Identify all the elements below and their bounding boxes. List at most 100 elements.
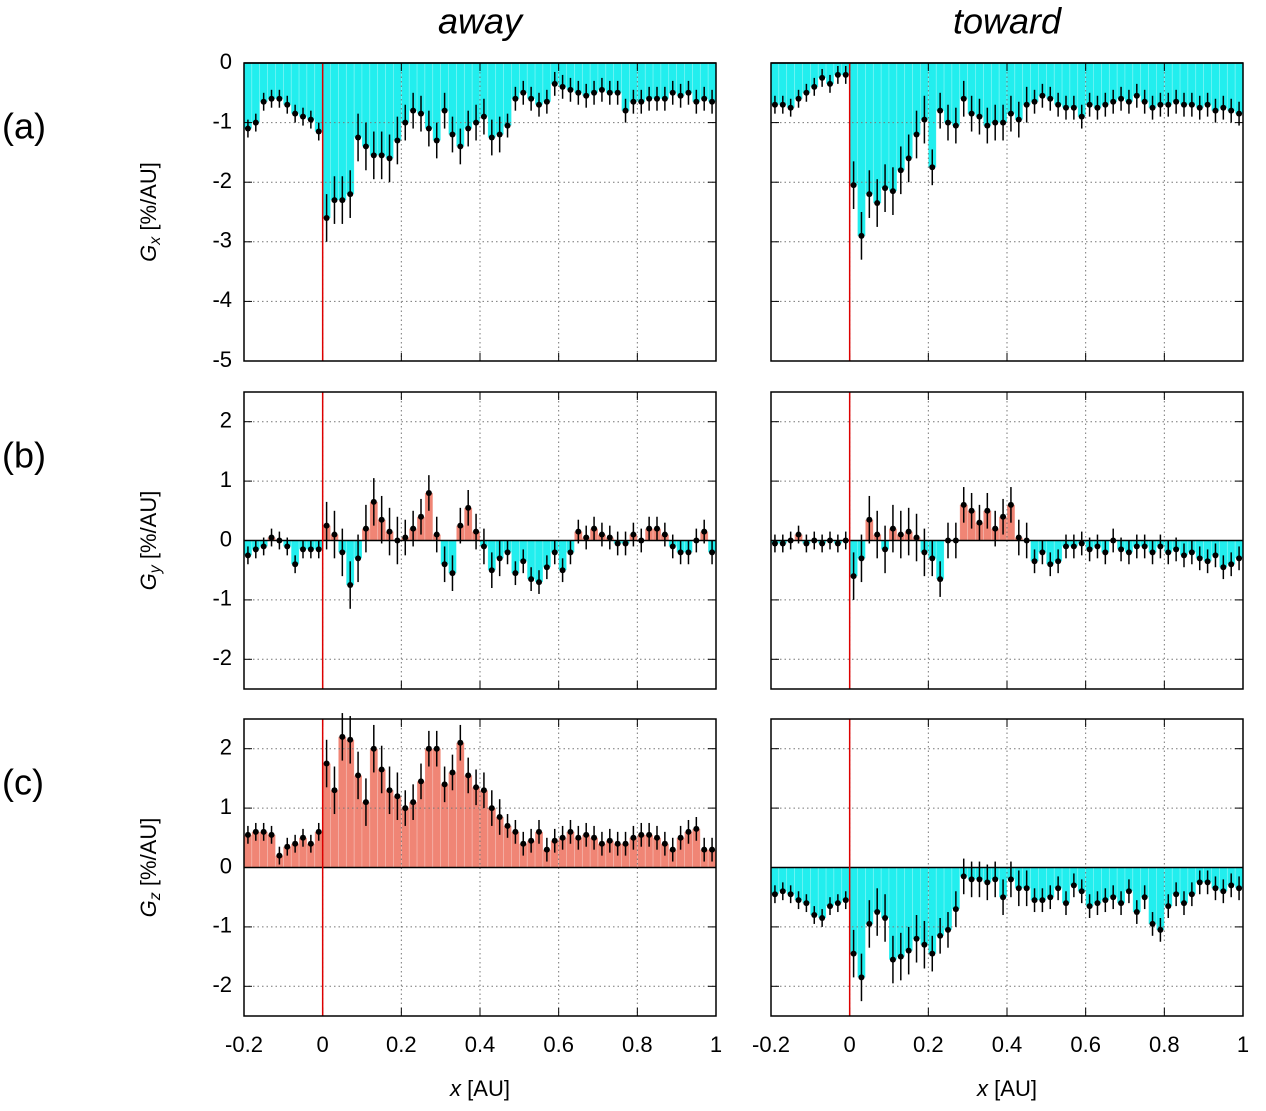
- data-point: [536, 101, 542, 108]
- data-point: [488, 134, 495, 141]
- y-tick-label: -2: [212, 972, 232, 997]
- data-point: [300, 113, 306, 120]
- x-tick-label: 0: [317, 1032, 329, 1057]
- data-point: [1181, 101, 1187, 108]
- data-point: [559, 834, 566, 841]
- data-point: [654, 525, 660, 532]
- data-point: [528, 837, 535, 844]
- x-tick-label: 0.6: [543, 1032, 574, 1057]
- x-label-symbol: x: [976, 1076, 989, 1101]
- data-point: [803, 540, 810, 547]
- data-point: [433, 531, 440, 538]
- data-point: [960, 873, 967, 880]
- data-point: [496, 555, 503, 562]
- data-point: [1000, 119, 1007, 126]
- data-point: [591, 834, 598, 841]
- data-point: [378, 766, 385, 773]
- data-point: [1047, 95, 1054, 102]
- fill-bar: [251, 62, 261, 123]
- data-point: [441, 781, 448, 788]
- data-point: [496, 814, 503, 821]
- data-point: [866, 191, 873, 198]
- x-label-symbol: x: [449, 1076, 462, 1101]
- data-point: [1094, 900, 1101, 907]
- data-point: [622, 107, 629, 114]
- fill-bar: [857, 62, 866, 237]
- data-point: [945, 926, 951, 933]
- data-point: [449, 131, 456, 138]
- y-tick-label: 0: [220, 526, 232, 551]
- data-point: [575, 834, 582, 841]
- data-point: [1110, 98, 1117, 105]
- data-point: [1007, 501, 1014, 508]
- data-point: [661, 531, 668, 538]
- data-point: [386, 787, 393, 794]
- data-point: [1110, 894, 1117, 901]
- data-point: [677, 549, 684, 556]
- data-point: [370, 498, 377, 505]
- data-point: [276, 852, 283, 859]
- data-point: [449, 570, 456, 577]
- data-point: [418, 513, 424, 520]
- data-point: [685, 549, 692, 556]
- y-tick-label: 0: [220, 49, 232, 74]
- data-point: [646, 525, 653, 532]
- data-point: [528, 576, 535, 583]
- data-point: [418, 778, 424, 785]
- data-point: [1220, 104, 1227, 111]
- data-point: [591, 525, 598, 532]
- data-point: [1228, 561, 1235, 568]
- data-point: [402, 534, 409, 541]
- data-point: [1078, 540, 1085, 547]
- data-point: [937, 107, 944, 114]
- data-point: [512, 828, 519, 835]
- data-point: [355, 772, 362, 779]
- data-point: [882, 914, 889, 921]
- data-point: [937, 932, 944, 939]
- data-point: [795, 531, 802, 538]
- data-point: [252, 546, 259, 553]
- data-point: [1000, 894, 1007, 901]
- data-point: [960, 95, 967, 102]
- y-label-unit: [%/AU]: [136, 491, 161, 566]
- data-point: [394, 537, 401, 544]
- x-axis-label: x [AU]: [976, 1076, 1037, 1101]
- data-point: [669, 543, 676, 550]
- data-point: [1141, 543, 1148, 550]
- data-point: [866, 516, 873, 523]
- data-point: [945, 537, 951, 544]
- data-point: [897, 953, 904, 960]
- x-tick-label: 0.8: [622, 1032, 653, 1057]
- data-point: [1196, 879, 1203, 886]
- data-point: [339, 197, 346, 204]
- data-point: [575, 89, 582, 96]
- data-point: [622, 840, 629, 847]
- data-point: [543, 846, 550, 853]
- data-point: [441, 107, 448, 114]
- data-point: [323, 522, 330, 529]
- data-point: [787, 537, 794, 544]
- data-point: [811, 912, 818, 919]
- data-point: [984, 122, 991, 129]
- data-point: [1212, 552, 1219, 559]
- fill-bar: [314, 62, 323, 132]
- column-title: away: [438, 1, 524, 42]
- data-point: [1125, 549, 1132, 556]
- x-tick-label: 0.6: [1070, 1032, 1101, 1057]
- data-point: [1204, 558, 1211, 565]
- y-tick-label: -2: [212, 168, 232, 193]
- data-point: [850, 950, 857, 957]
- data-point: [394, 137, 401, 144]
- data-point: [1236, 110, 1243, 117]
- data-point: [1196, 555, 1203, 562]
- data-point: [284, 101, 291, 108]
- y-label-sub: x: [147, 236, 164, 246]
- data-point: [937, 576, 944, 583]
- data-point: [1220, 564, 1227, 571]
- data-point: [850, 182, 857, 189]
- fill-bar: [456, 742, 465, 868]
- data-point: [685, 89, 692, 96]
- data-point: [952, 537, 959, 544]
- data-point: [1055, 885, 1062, 892]
